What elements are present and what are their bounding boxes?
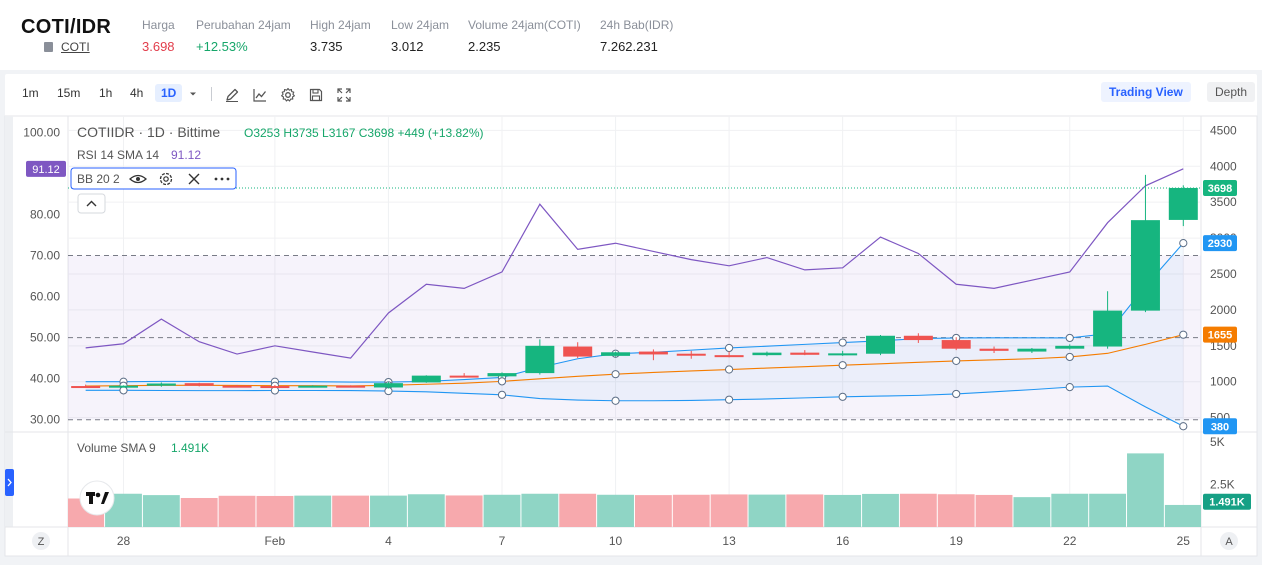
- interval-1m[interactable]: 1m: [22, 86, 39, 100]
- pencil-icon[interactable]: [224, 87, 240, 103]
- stat-volume-coin: Volume 24jam(COTI) 2.235: [468, 18, 581, 54]
- stat-value: 3.735: [310, 39, 343, 54]
- stat-value: 3.698: [142, 39, 175, 54]
- tab-depth[interactable]: Depth: [1207, 82, 1256, 102]
- stat-change-24h: Perubahan 24jam +12.53%: [196, 18, 291, 54]
- stat-high-24h: High 24jam 3.735: [310, 18, 371, 54]
- chart-panel: 1m 15m 1h 4h 1D Trading View Depth: [5, 74, 1257, 556]
- coin-icon: [44, 42, 53, 52]
- stat-value: 7.262.231: [600, 39, 658, 54]
- interval-1d[interactable]: 1D: [155, 84, 183, 102]
- save-icon[interactable]: [308, 87, 324, 103]
- stat-price: Harga 3.698: [142, 18, 175, 54]
- ticker-header: COTI/IDR COTI Harga 3.698 Perubahan 24ja…: [0, 0, 1262, 70]
- toolbar-divider: [211, 87, 212, 101]
- stat-low-24h: Low 24jam 3.012: [391, 18, 449, 54]
- stat-value: 2.235: [468, 39, 501, 54]
- interval-4h[interactable]: 4h: [130, 86, 144, 100]
- coin-link[interactable]: COTI: [61, 40, 90, 54]
- stat-label: Volume 24jam(COTI): [468, 18, 581, 32]
- indicator-icon[interactable]: [252, 87, 268, 103]
- stat-volume-idr: 24h Bab(IDR) 7.262.231: [600, 18, 673, 54]
- stat-label: Low 24jam: [391, 18, 450, 32]
- pair-title: COTI/IDR: [21, 16, 112, 38]
- fullscreen-icon[interactable]: [336, 87, 352, 103]
- chevron-down-icon[interactable]: [188, 89, 198, 99]
- stat-value: 3.012: [391, 39, 424, 54]
- stat-label: Perubahan 24jam: [196, 18, 291, 32]
- interval-15m[interactable]: 15m: [57, 86, 81, 100]
- stat-label: High 24jam: [310, 18, 371, 32]
- interval-1h[interactable]: 1h: [99, 86, 113, 100]
- stat-label: Harga: [142, 18, 175, 32]
- stat-label: 24h Bab(IDR): [600, 18, 674, 32]
- tab-trading-view[interactable]: Trading View: [1101, 82, 1191, 102]
- stat-value: +12.53%: [196, 39, 248, 54]
- settings-icon[interactable]: [280, 87, 296, 103]
